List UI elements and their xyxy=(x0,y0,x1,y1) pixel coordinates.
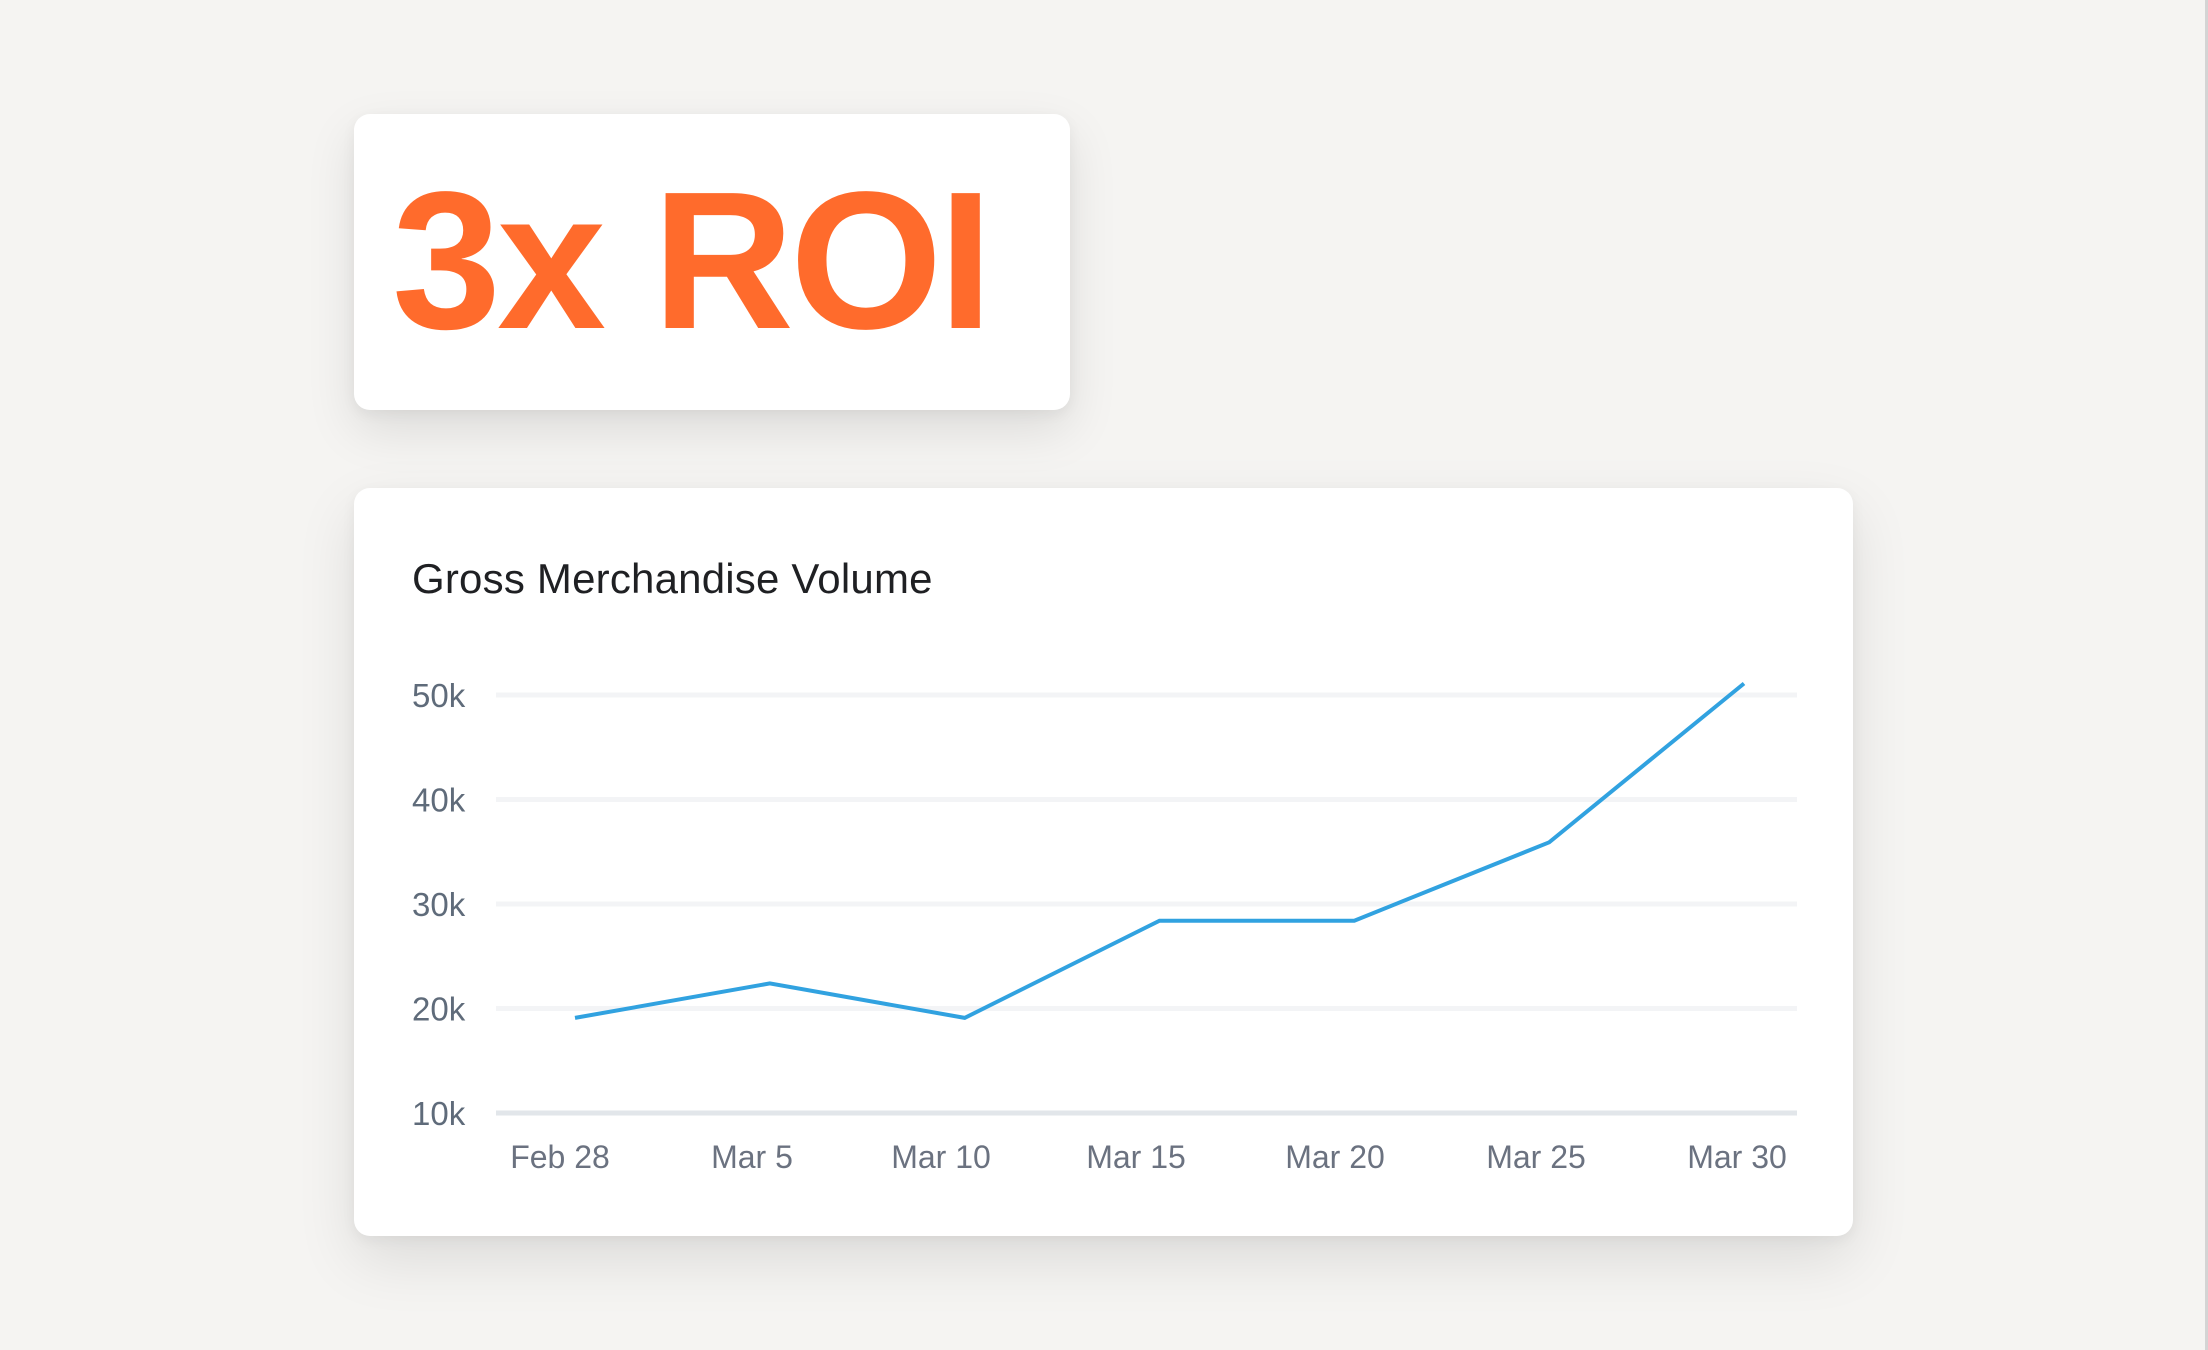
line-chart: 10k 20k 30k 40k 50k Feb 28 Mar 5 Mar 10 Mar 15 M… xyxy=(412,677,1797,1175)
gmv-chart-card: Gross Merchandise Volume 10k 20k 30k 40k 50k… xyxy=(354,488,1853,1236)
x-tick-label: Mar 25 xyxy=(1486,1139,1586,1175)
x-tick-label: Feb 28 xyxy=(510,1139,610,1175)
gridline xyxy=(496,1006,1797,1011)
y-tick-label: 20k xyxy=(412,991,466,1028)
gmv-series-line xyxy=(574,681,1746,1020)
y-tick-label: 40k xyxy=(412,782,466,819)
window-edge xyxy=(2205,0,2208,1350)
y-tick-label: 50k xyxy=(412,677,466,714)
x-axis: Feb 28 Mar 5 Mar 10 Mar 15 Mar 20 Mar 25 Mar 3… xyxy=(510,1139,1787,1175)
gridline xyxy=(496,692,1797,698)
x-tick-label: Mar 30 xyxy=(1687,1139,1787,1175)
gridline xyxy=(496,901,1797,907)
x-tick-label: Mar 20 xyxy=(1285,1139,1385,1175)
y-tick-label: 30k xyxy=(412,886,466,923)
y-tick-label: 10k xyxy=(412,1095,466,1132)
gridlines xyxy=(496,692,1797,1116)
roi-card: 3x ROI xyxy=(354,114,1070,410)
gridline xyxy=(496,1110,1797,1116)
roi-headline: 3x ROI xyxy=(392,151,993,370)
x-tick-label: Mar 5 xyxy=(711,1139,793,1175)
x-tick-label: Mar 10 xyxy=(891,1139,991,1175)
x-tick-label: Mar 15 xyxy=(1086,1139,1186,1175)
gridline xyxy=(496,797,1797,802)
y-axis: 10k 20k 30k 40k 50k xyxy=(412,677,466,1132)
chart-title: Gross Merchandise Volume xyxy=(412,555,933,602)
